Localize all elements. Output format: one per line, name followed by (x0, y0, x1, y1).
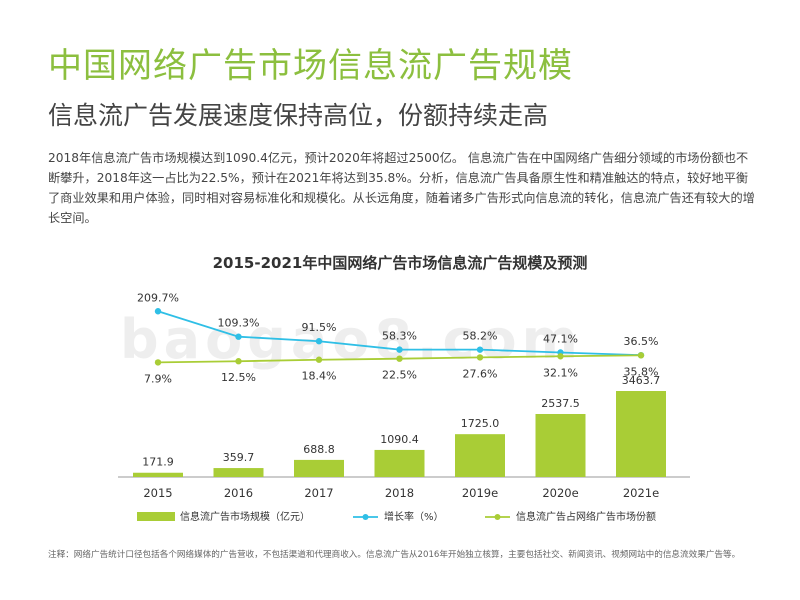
share-label-6: 35.8% (624, 365, 659, 378)
growth-point-1 (235, 333, 242, 340)
legend-growth-marker (362, 514, 369, 520)
x-tick-3: 2018 (385, 486, 414, 500)
description-paragraph: 2018年信息流广告市场规模达到1090.4亿元，预计2020年将超过2500亿… (48, 151, 755, 225)
bar-5 (535, 413, 586, 477)
share-point-5 (557, 353, 564, 360)
bar-label-3: 1090.4 (380, 433, 419, 446)
growth-point-3 (396, 346, 403, 353)
bar-label-6: 3463.7 (622, 374, 661, 387)
growth-point-2 (315, 338, 323, 345)
growth-label-5: 47.1% (543, 332, 578, 345)
growth-label-2: 91.5% (302, 321, 337, 334)
share-point-2 (315, 356, 323, 363)
bar-1 (213, 468, 264, 477)
growth-point-0 (154, 308, 162, 315)
share-label-2: 18.4% (302, 370, 337, 383)
growth-point-4 (476, 346, 484, 353)
share-point-0 (154, 359, 162, 366)
bar-6 (616, 391, 666, 477)
footnote: 注释：网络广告统计口径包括各个网络媒体的广告营收，不包括渠道和代理商收入。信息流… (48, 550, 741, 560)
bar-0 (133, 472, 183, 477)
growth-label-3: 58.3% (382, 330, 417, 343)
share-label-3: 22.5% (382, 369, 417, 382)
bar-4 (455, 434, 505, 477)
share-label-4: 27.6% (463, 367, 498, 380)
share-point-1 (235, 358, 242, 365)
legend-share-label: 信息流广告占网络广告市场份额 (516, 510, 656, 523)
share-label-0: 7.9% (144, 372, 172, 385)
share-label-1: 12.5% (221, 371, 256, 384)
x-tick-4: 2019e (462, 486, 498, 500)
legend-share-marker (494, 514, 501, 520)
page-title: 中国网络广告市场信息流广告规模 (48, 46, 573, 86)
share-point-6 (637, 352, 645, 359)
share-point-4 (476, 354, 484, 361)
legend-bar-label: 信息流广告市场规模（亿元） (180, 510, 310, 523)
bar-label-1: 359.7 (223, 451, 255, 464)
bar-label-0: 171.9 (142, 456, 174, 469)
growth-label-0: 209.7% (137, 291, 179, 304)
x-tick-0: 2015 (143, 486, 172, 500)
share-label-5: 32.1% (543, 366, 578, 379)
legend-growth-label: 增长率（%） (384, 510, 444, 523)
x-tick-5: 2020e (542, 486, 578, 500)
growth-label-1: 109.3% (218, 317, 260, 330)
growth-label-6: 36.5% (624, 335, 659, 348)
watermark: baogao8.com (120, 308, 583, 371)
bar-label-2: 688.8 (303, 443, 335, 456)
legend-bar-swatch (137, 512, 175, 521)
chart-title: 2015-2021年中国网络广告市场信息流广告规模及预测 (212, 254, 588, 272)
growth-label-4: 58.2% (463, 330, 498, 343)
x-tick-2: 2017 (304, 486, 333, 500)
share-point-3 (396, 355, 403, 362)
bar-3 (374, 449, 425, 477)
x-tick-6: 2021e (623, 486, 659, 500)
bar-2 (294, 459, 344, 477)
x-tick-1: 2016 (224, 486, 253, 500)
page-subtitle: 信息流广告发展速度保持高位，份额持续走高 (48, 101, 549, 130)
bar-label-5: 2537.5 (541, 397, 580, 410)
bar-label-4: 1725.0 (461, 417, 500, 430)
